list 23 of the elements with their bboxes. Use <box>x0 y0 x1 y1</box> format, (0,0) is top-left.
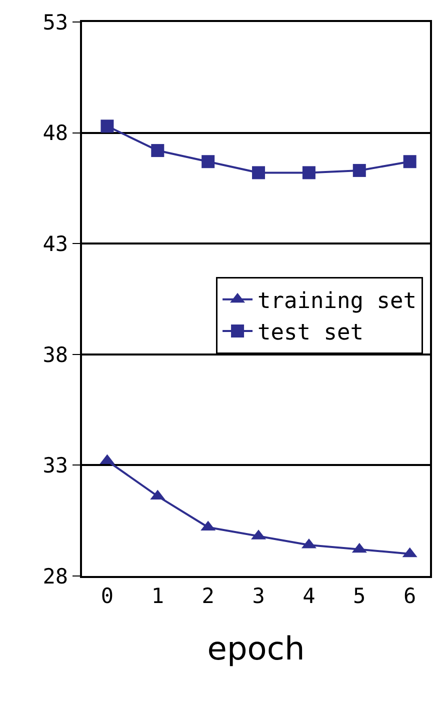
point <box>100 120 114 133</box>
y-tick-label: 53 <box>42 10 68 34</box>
point <box>151 144 164 158</box>
legend-label: test set <box>258 320 364 346</box>
x-tick-label: 1 <box>151 584 164 608</box>
x-tick-label: 2 <box>202 584 214 608</box>
legend-label: training set <box>258 289 416 314</box>
y-tick-label: 28 <box>42 564 68 588</box>
point <box>252 166 266 180</box>
x-tick-label: 5 <box>353 584 366 608</box>
x-tick-label: 0 <box>100 584 114 608</box>
point <box>403 155 416 168</box>
point <box>302 166 316 180</box>
y-tick-label: 48 <box>42 121 68 146</box>
point <box>352 164 366 177</box>
x-tick-label: 6 <box>404 584 416 608</box>
point <box>202 155 215 168</box>
y-tick-label: 38 <box>42 342 68 367</box>
x-axis-title: epoch <box>207 629 305 668</box>
x-tick-label: 4 <box>302 584 316 608</box>
y-tick-label: 33 <box>42 454 68 478</box>
x-tick-label: 3 <box>252 584 265 608</box>
y-tick-label: 43 <box>42 232 68 256</box>
